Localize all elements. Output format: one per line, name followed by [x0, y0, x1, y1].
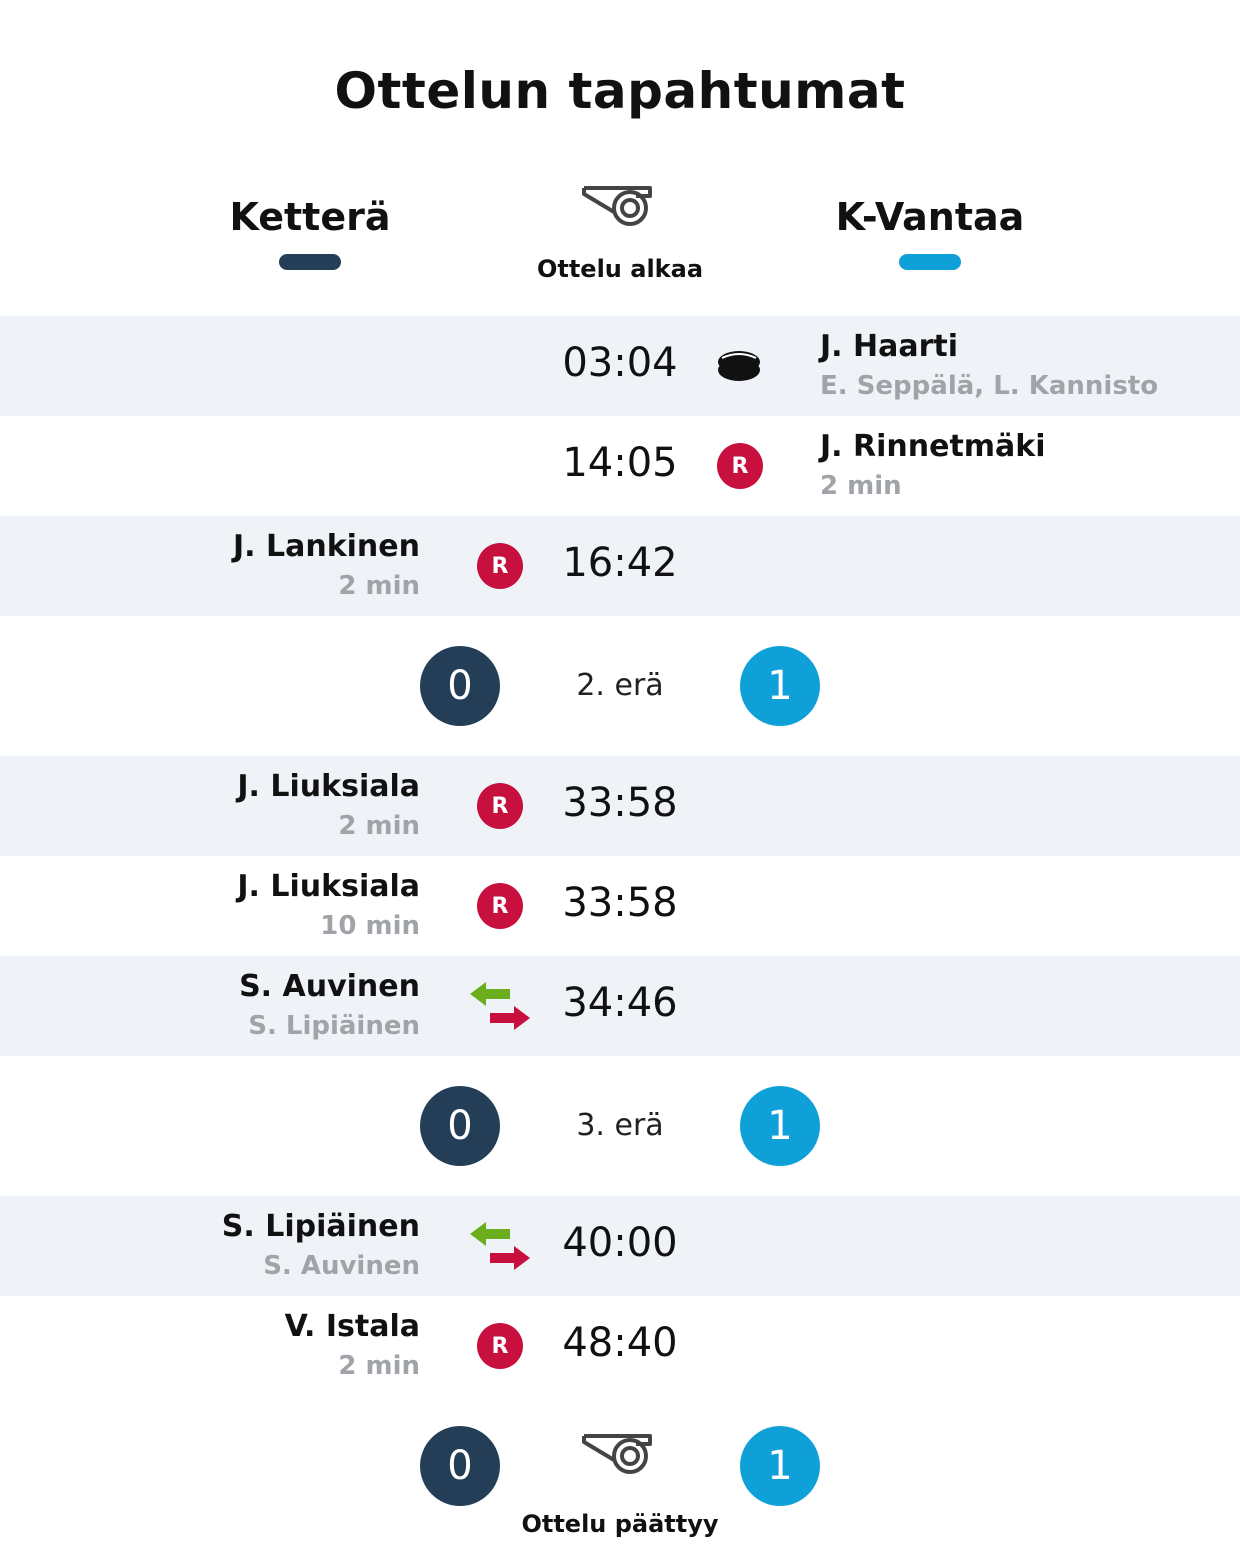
page-title: Ottelun tapahtumat — [334, 62, 906, 120]
event-row: S. Auvinen S. Lipiäinen 34:46 — [0, 956, 1240, 1056]
event-row: J. Liuksiala 2 min R 33:58 — [0, 756, 1240, 856]
away-team-name: K-Vantaa — [835, 195, 1025, 239]
event-row: S. Lipiäinen S. Auvinen 40:00 — [0, 1196, 1240, 1296]
home-score-badge: 0 — [420, 646, 500, 726]
period-label: 3. erä — [576, 1108, 664, 1143]
substitution-icon — [470, 982, 530, 1030]
home-score-badge: 0 — [420, 1086, 500, 1166]
event-time: 03:04 — [562, 340, 678, 386]
whistle-icon — [582, 1434, 652, 1474]
period-separator: 0 3. erä 1 — [0, 1056, 1240, 1196]
match-end-caption: Ottelu päättyy — [521, 1510, 719, 1538]
event-row: 14:05 R J. Rinnetmäki 2 min — [0, 416, 1240, 516]
match-end: 0 1 — [0, 1396, 1240, 1536]
away-score-badge: 1 — [740, 1086, 820, 1166]
player-name: V. Istala — [284, 1309, 420, 1344]
event-time: 34:46 — [562, 980, 678, 1026]
event-time: 48:40 — [562, 1320, 678, 1366]
period-label: 2. erä — [576, 668, 664, 703]
event-time: 33:58 — [562, 780, 678, 826]
away-score-badge: 1 — [740, 646, 820, 726]
penalty-duration: 2 min — [338, 1351, 420, 1381]
player-in-name: S. Auvinen — [239, 969, 420, 1004]
penalty-duration: 10 min — [320, 911, 420, 941]
player-out-name: S. Auvinen — [263, 1251, 420, 1281]
event-row: V. Istala 2 min R 48:40 — [0, 1296, 1240, 1396]
goal-icon — [718, 351, 760, 381]
player-name: J. Rinnetmäki — [820, 429, 1046, 464]
player-in-name: S. Lipiäinen — [221, 1209, 420, 1244]
event-time: 33:58 — [562, 880, 678, 926]
penalty-duration: 2 min — [338, 811, 420, 841]
away-final-score-badge: 1 — [740, 1426, 820, 1506]
penalty-duration: 2 min — [338, 571, 420, 601]
event-row: 03:04 J. Haarti E. Seppälä, L. Kannisto — [0, 316, 1240, 416]
player-name: J. Liuksiala — [237, 769, 420, 804]
away-team-color-bar — [899, 254, 961, 270]
penalty-icon: R — [717, 443, 763, 489]
event-time: 16:42 — [562, 540, 678, 586]
event-time: 14:05 — [562, 440, 678, 486]
event-row: J. Liuksiala 10 min R 33:58 — [0, 856, 1240, 956]
player-out-name: S. Lipiäinen — [248, 1011, 420, 1041]
home-team-color-bar — [279, 254, 341, 270]
event-time: 40:00 — [562, 1220, 678, 1266]
event-row: J. Lankinen 2 min R 16:42 — [0, 516, 1240, 616]
match-start-caption: Ottelu alkaa — [536, 255, 704, 283]
penalty-icon: R — [477, 883, 523, 929]
whistle-icon — [582, 186, 652, 226]
home-final-score-badge: 0 — [420, 1426, 500, 1506]
period-separator: 0 2. erä 1 — [0, 616, 1240, 756]
assist-names: E. Seppälä, L. Kannisto — [820, 371, 1159, 401]
penalty-icon: R — [477, 1323, 523, 1369]
home-team-name: Ketterä — [229, 195, 391, 239]
player-name: J. Lankinen — [232, 529, 420, 564]
player-name: J. Liuksiala — [237, 869, 420, 904]
penalty-icon: R — [477, 543, 523, 589]
player-name: J. Haarti — [820, 329, 959, 364]
substitution-icon — [470, 1222, 530, 1270]
penalty-icon: R — [477, 783, 523, 829]
penalty-duration: 2 min — [820, 471, 902, 501]
